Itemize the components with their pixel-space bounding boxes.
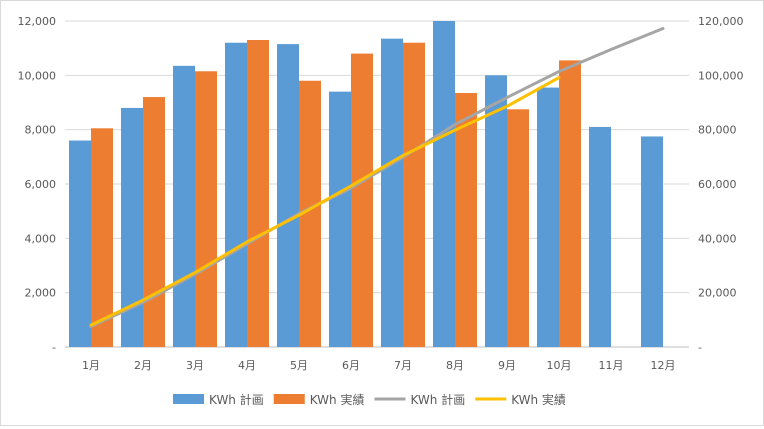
bar-plan (173, 65, 195, 347)
bar-plan (589, 126, 611, 347)
bar-plan (277, 44, 299, 347)
legend-label: KWh 実績 (511, 392, 566, 407)
x-tick-label: 9月 (498, 359, 516, 372)
x-tick-label: 7月 (394, 359, 412, 372)
x-tick-label: 5月 (290, 359, 308, 372)
y-right-tick-label: 40,000 (698, 232, 737, 245)
y-left-tick-label: 10,000 (18, 69, 57, 82)
legend-swatch-bar (273, 394, 305, 404)
x-tick-label: 8月 (446, 359, 464, 372)
y-right-tick-label: - (698, 341, 702, 354)
y-right-tick-label: 100,000 (698, 69, 744, 82)
axes: - - 2,000 20,000 4,000 40,000 6,000 60,000 8,000… (18, 15, 744, 372)
gridlines (65, 20, 689, 348)
bar-plan (121, 107, 143, 347)
bar-plan (69, 140, 91, 347)
bar-actual (403, 42, 425, 347)
bar-actual (247, 40, 269, 348)
x-tick-label: 3月 (186, 359, 204, 372)
bar-plan (641, 136, 663, 347)
legend-label: KWh 計画 (209, 392, 264, 407)
bar-actual (91, 128, 113, 347)
bar-plan (485, 75, 507, 347)
bar-plan (381, 38, 403, 348)
y-left-tick-label: 6,000 (25, 178, 57, 191)
x-tick-label: 1月 (82, 359, 100, 372)
y-left-tick-label: 12,000 (18, 15, 57, 28)
y-left-tick-label: 2,000 (25, 287, 57, 300)
legend-swatch-bar (173, 394, 204, 404)
line-series (89, 27, 665, 328)
bar-actual (143, 97, 165, 347)
y-left-tick-label: 4,000 (25, 232, 57, 245)
bar-actual (507, 109, 529, 348)
x-tick-label: 12月 (651, 359, 676, 372)
bar-plan (329, 91, 351, 347)
y-right-tick-label: 120,000 (698, 15, 744, 28)
bar-actual (455, 92, 477, 347)
bar-actual (351, 53, 373, 347)
y-right-tick-label: 20,000 (698, 287, 737, 300)
x-tick-label: 2月 (134, 359, 152, 372)
y-left-tick-label: 8,000 (25, 124, 57, 137)
legend: KWh 計画 KWh 実績 KWh 計画 KWh 実績 (173, 392, 566, 407)
bar-series (69, 21, 663, 348)
x-tick-label: 6月 (342, 359, 360, 372)
legend-label: KWh 計画 (410, 392, 465, 407)
line-plan-cumulative (89, 27, 665, 328)
x-tick-label: 4月 (238, 359, 256, 372)
y-left-tick-label: - (52, 341, 56, 354)
bar-plan (537, 87, 559, 347)
x-tick-label: 11月 (599, 359, 624, 372)
y-right-tick-label: 60,000 (698, 178, 737, 191)
bar-actual (195, 71, 217, 347)
bar-actual (299, 80, 321, 348)
bar-plan (433, 21, 455, 347)
x-tick-label: 10月 (547, 359, 572, 372)
y-right-tick-label: 80,000 (698, 124, 737, 137)
bar-plan (225, 42, 247, 347)
bar-actual (559, 60, 581, 348)
legend-label: KWh 実績 (310, 392, 365, 407)
line-actual-cumulative (89, 76, 561, 327)
